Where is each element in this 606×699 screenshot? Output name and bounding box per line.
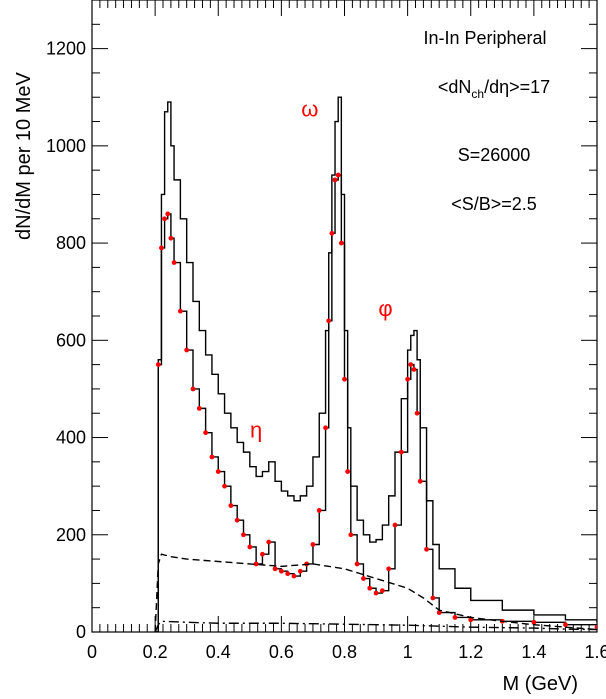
y-tick-label: 1000: [46, 136, 86, 156]
data-point: [335, 172, 341, 178]
x-tick-label: 0: [87, 642, 97, 662]
series-line-1: [155, 96, 597, 632]
x-tick-label: 1.4: [521, 642, 546, 662]
peak-label: φ: [378, 296, 392, 321]
peak-label: η: [250, 418, 262, 443]
x-tick-label: 1.6: [584, 642, 606, 662]
data-point: [215, 469, 221, 474]
data-point: [468, 617, 474, 623]
data-point: [168, 235, 174, 241]
data-point: [177, 308, 183, 314]
data-point: [367, 585, 373, 591]
data-point: [316, 508, 322, 513]
data-point: [329, 230, 335, 236]
y-axis-label: dN/dM per 10 MeV: [13, 71, 35, 240]
x-tick-label: 0.4: [206, 642, 231, 662]
series-line-2: [155, 174, 597, 632]
data-point: [171, 260, 177, 265]
y-tick-label: 400: [56, 428, 86, 448]
annotation-line2-sub: ch: [471, 87, 484, 101]
x-tick-label: 0.8: [332, 642, 357, 662]
annotation-line2-rest: /dη>=17: [484, 77, 550, 97]
data-point: [222, 483, 227, 489]
data-point: [342, 376, 347, 382]
data-point: [332, 177, 338, 183]
data-point: [196, 405, 202, 411]
data-point: [234, 517, 240, 523]
data-point: [405, 376, 411, 382]
data-point: [408, 362, 414, 368]
data-point: [424, 546, 429, 552]
data-point: [278, 568, 284, 574]
y-tick-label: 800: [56, 233, 86, 253]
data-point: [354, 561, 360, 567]
data-point: [594, 624, 597, 630]
x-axis-label: M (GeV): [502, 673, 578, 695]
data-point: [361, 576, 366, 581]
data-point: [386, 566, 392, 572]
data-point: [247, 544, 253, 550]
data-point: [266, 539, 272, 545]
data-point: [398, 449, 404, 455]
data-point: [417, 478, 423, 484]
data-point: [184, 347, 190, 353]
data-point: [155, 362, 161, 368]
data-point: [379, 588, 385, 594]
series-line-4: [154, 620, 597, 632]
data-point: [190, 386, 196, 392]
y-tick-label: 1200: [46, 39, 86, 59]
data-point: [411, 367, 417, 372]
data-point: [563, 622, 568, 628]
data-point: [253, 561, 259, 567]
peak-label: ω: [301, 97, 318, 122]
data-point: [165, 211, 171, 217]
data-point: [348, 532, 354, 538]
data-point: [436, 610, 442, 615]
x-tick-label: 1.2: [458, 642, 483, 662]
y-tick-label: 600: [56, 330, 86, 350]
data-point: [338, 240, 344, 246]
data-point: [159, 245, 164, 251]
data-point: [452, 615, 458, 620]
annotation-line4: <S/B>=2.5: [451, 194, 537, 214]
data-point: [162, 216, 167, 222]
data-point: [310, 542, 316, 547]
annotation-line3: S=26000: [458, 145, 531, 165]
data-point: [272, 566, 278, 572]
data-point: [203, 430, 209, 436]
data-point: [291, 573, 297, 579]
y-tick-label: 0: [76, 622, 86, 642]
data-point: [297, 568, 303, 574]
series-line-3: [154, 553, 597, 632]
data-point: [323, 425, 328, 431]
x-tick-label: 1: [403, 642, 413, 662]
x-tick-label: 0.2: [143, 642, 168, 662]
data-point: [228, 503, 234, 508]
data-point: [209, 454, 215, 460]
data-point: [241, 532, 246, 538]
data-point: [531, 619, 537, 625]
data-point: [260, 551, 265, 557]
annotation-line2-main: <dN: [438, 77, 472, 97]
x-tick-label: 0.6: [269, 642, 294, 662]
data-point: [345, 469, 351, 474]
annotation-line1: In-In Peripheral: [423, 28, 546, 48]
data-point: [373, 590, 379, 596]
annotation-line2: <dNch/dη>=17: [438, 77, 550, 101]
data-point: [326, 318, 332, 324]
data-point: [392, 522, 398, 528]
data-point: [430, 595, 436, 601]
y-tick-label: 200: [56, 525, 86, 545]
data-point: [285, 571, 291, 577]
data-point: [414, 410, 420, 416]
